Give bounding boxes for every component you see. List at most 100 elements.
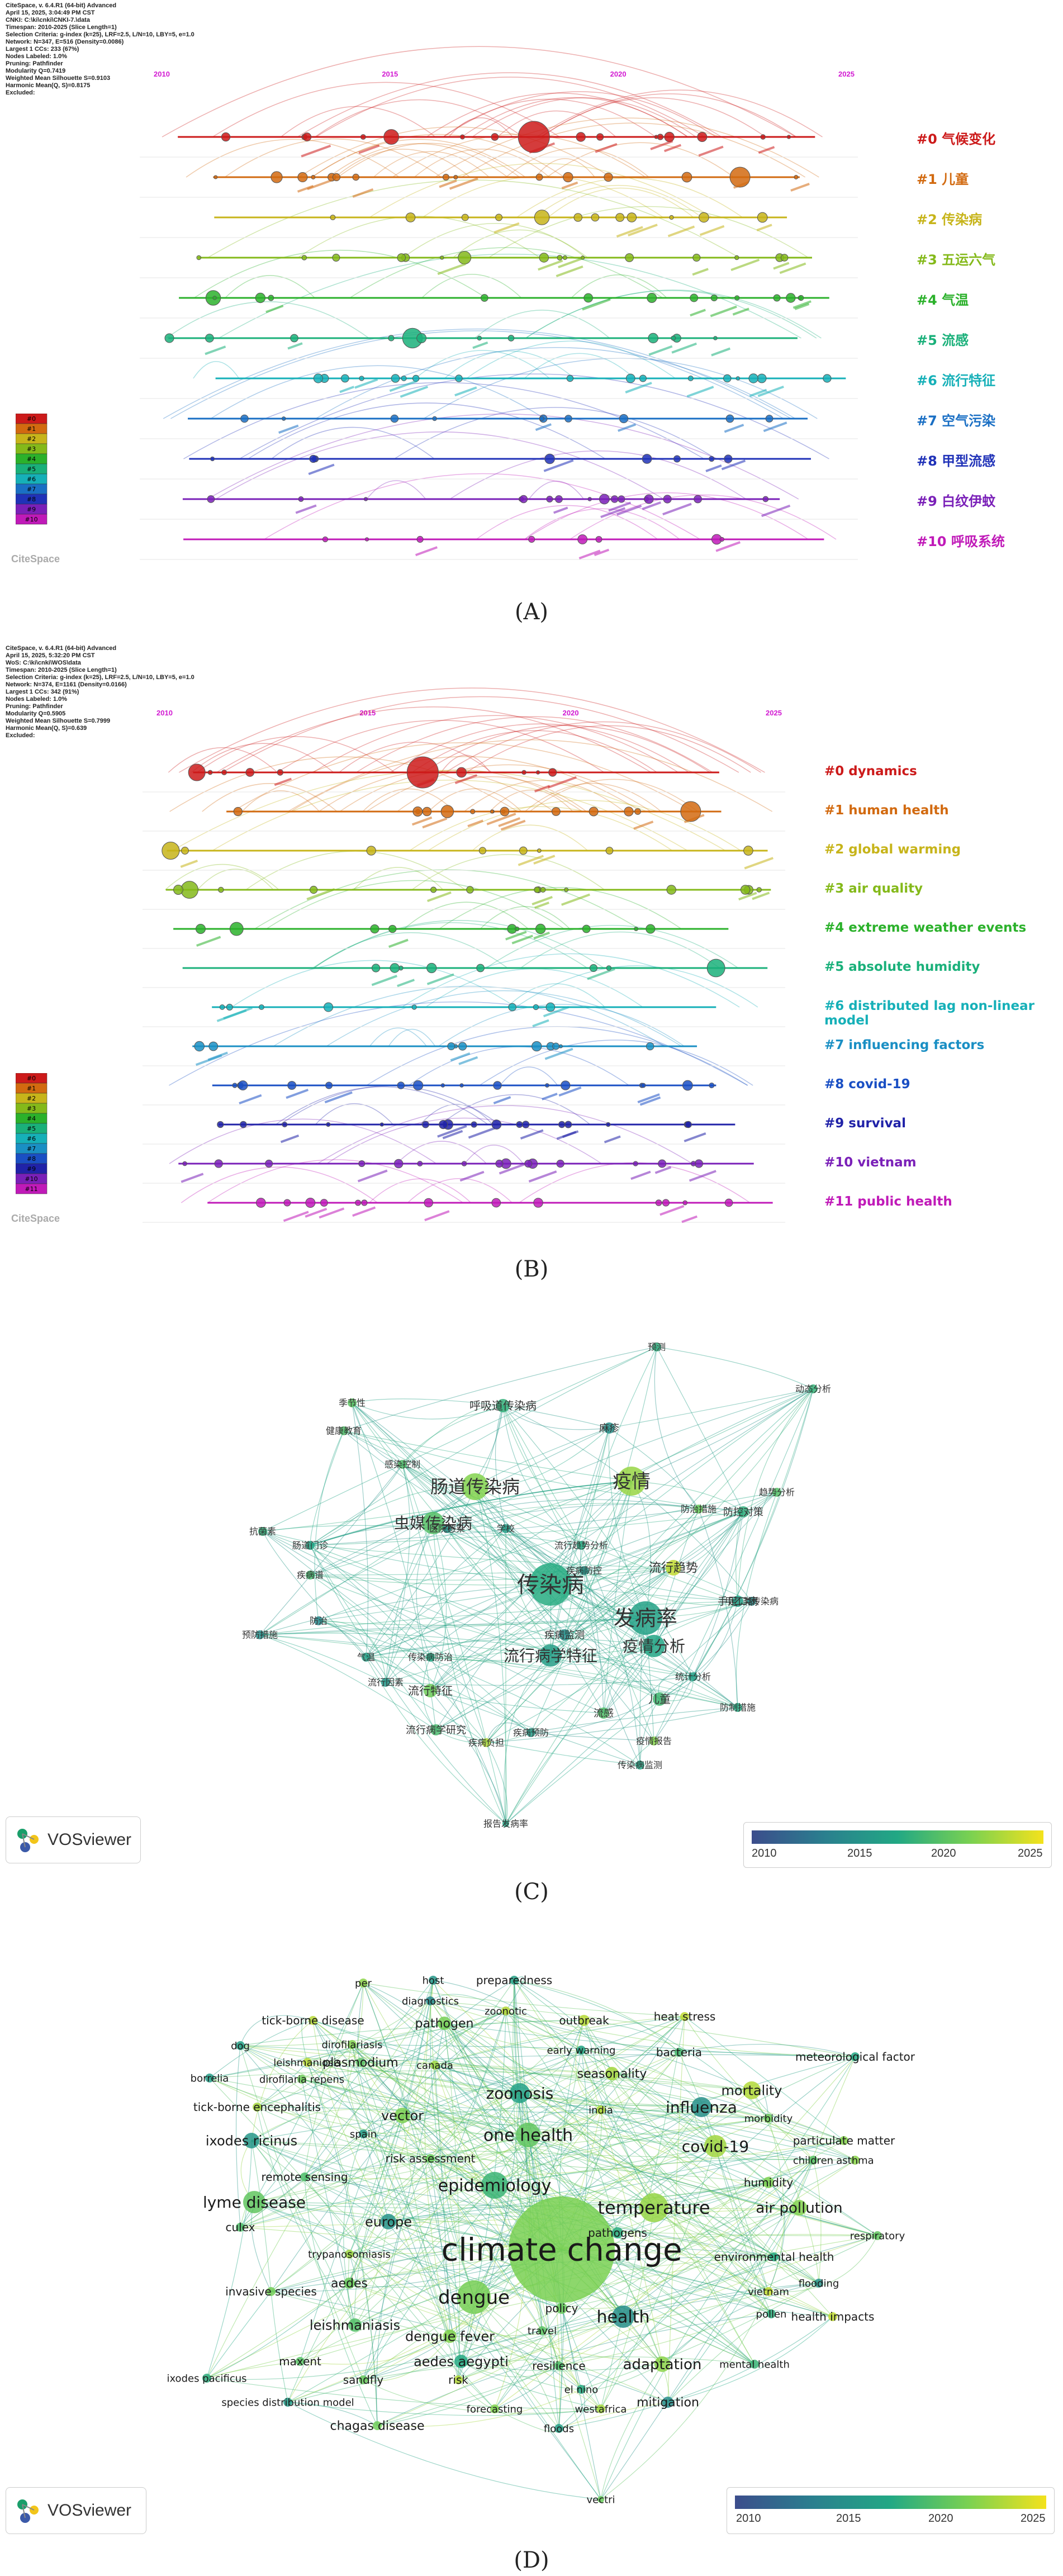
keyword-label: ixodes ricinus: [206, 2133, 297, 2148]
keyword-label: air pollution: [756, 2200, 842, 2217]
keyword-node: [644, 494, 654, 504]
keyword-label: maxent: [279, 2355, 321, 2368]
keyword-label: 肠道传染病: [430, 1476, 520, 1497]
cooccurrence-link: [363, 2336, 450, 2382]
citation-arc: [183, 382, 705, 459]
cooccurrence-link: [360, 2062, 772, 2314]
keyword-label: 疾病谱: [297, 1570, 324, 1581]
citation-arc: [248, 402, 606, 459]
cooccurrence-link: [377, 2313, 772, 2426]
cooccurrence-link: [461, 2283, 819, 2362]
keyword-node: [305, 1198, 316, 1208]
keyword-node: [205, 334, 214, 343]
keyword-node: [480, 294, 488, 302]
keyword-node: [416, 535, 424, 543]
citation-arc: [312, 139, 526, 178]
keyword-label: aedes: [331, 2277, 368, 2291]
keyword-node: [691, 2097, 711, 2117]
keyword-node: [635, 1761, 644, 1769]
cooccurrence-link: [352, 1402, 551, 1585]
keyword-node: [633, 1161, 638, 1166]
keyword-node: [457, 2280, 491, 2314]
node-label-mark: [424, 1210, 450, 1222]
keyword-node: [704, 2135, 727, 2157]
cooccurrence-link: [402, 1464, 487, 1743]
keyword-node: [563, 172, 573, 183]
keyword-node: [507, 335, 515, 341]
keyword-node: [735, 376, 741, 381]
cooccurrence-link: [307, 2062, 702, 2108]
node-label-mark: [454, 386, 477, 397]
keyword-node: [510, 2083, 530, 2103]
vosviewer-icon: [17, 1829, 39, 1852]
keyword-node: [697, 132, 708, 142]
cooccurrence-link: [486, 1388, 814, 1743]
citation-arc: [449, 450, 747, 500]
citation-arc: [540, 93, 797, 137]
cooccurrence-link: [430, 2093, 520, 2159]
node-label-mark: [533, 855, 556, 865]
citation-arc: [212, 82, 560, 137]
keyword-node: [471, 1121, 477, 1128]
citation-arc: [500, 1066, 558, 1086]
keyword-node: [429, 1976, 438, 1985]
keyword-node: [595, 536, 602, 543]
keyword-node: [383, 129, 400, 145]
keyword-label: adaptation: [623, 2356, 702, 2373]
keyword-node: [360, 134, 366, 140]
node-label-mark: [305, 1207, 328, 1218]
cooccurrence-link: [352, 1402, 369, 1658]
keyword-node: [647, 293, 657, 303]
cooccurrence-link: [631, 1481, 744, 1512]
keyword-label: ixodes pacificus: [167, 2373, 246, 2384]
keyword-node: [205, 2074, 214, 2082]
keyword-label: 肠道门诊: [292, 1540, 328, 1551]
keyword-node: [577, 534, 588, 544]
cooccurrence-link: [385, 1567, 674, 1683]
keyword-node: [245, 768, 255, 777]
keyword-label: asthma: [836, 2155, 874, 2166]
keyword-node: [551, 807, 561, 816]
keyword-label: floods: [544, 2423, 574, 2435]
keyword-node: [589, 964, 598, 972]
keyword-label: india: [589, 2104, 613, 2116]
cooccurrence-link: [206, 2118, 769, 2379]
cooccurrence-link: [259, 1633, 694, 1677]
node-label-mark: [637, 1093, 660, 1103]
keyword-node: [612, 2305, 634, 2328]
citation-arc: [273, 985, 665, 1047]
keyword-node: [310, 885, 318, 894]
keyword-node: [740, 885, 751, 895]
cooccurrence-link: [402, 1464, 646, 1619]
cooccurrence-link: [363, 1982, 618, 2233]
keyword-node: [627, 212, 637, 222]
node-label-mark: [543, 459, 574, 472]
year-label: 2025: [766, 709, 782, 717]
cooccurrence-link: [235, 2045, 241, 2228]
cooccurrence-link: [310, 1346, 657, 1546]
keyword-node: [324, 1002, 334, 1012]
cooccurrence-link: [581, 2160, 814, 2390]
cooccurrence-link: [271, 2020, 585, 2292]
cooccurrence-link: [444, 2023, 582, 2052]
keyword-node: [221, 132, 231, 142]
cooccurrence-link: [363, 2379, 601, 2414]
keyword-node: [362, 1653, 371, 1662]
node-label-mark: [553, 506, 568, 514]
keyword-label: 儿童: [648, 1692, 671, 1706]
cooccurrence-link: [631, 1388, 814, 1482]
cooccurrence-link: [363, 2073, 613, 2380]
cooccurrence-link: [639, 1676, 694, 1766]
keyword-node: [173, 885, 183, 895]
keyword-node: [533, 1004, 539, 1011]
citation-arc: [335, 149, 471, 178]
citation-arc: [317, 1105, 692, 1164]
cooccurrence-link: [600, 2160, 814, 2500]
keyword-label: zoonotic: [485, 2005, 527, 2017]
keyword-node: [240, 414, 249, 423]
citation-arc: [275, 1086, 488, 1125]
keyword-node: [548, 768, 557, 777]
keyword-node: [760, 134, 766, 140]
cooccurrence-link: [360, 2054, 856, 2063]
cooccurrence-link: [262, 1346, 657, 1532]
